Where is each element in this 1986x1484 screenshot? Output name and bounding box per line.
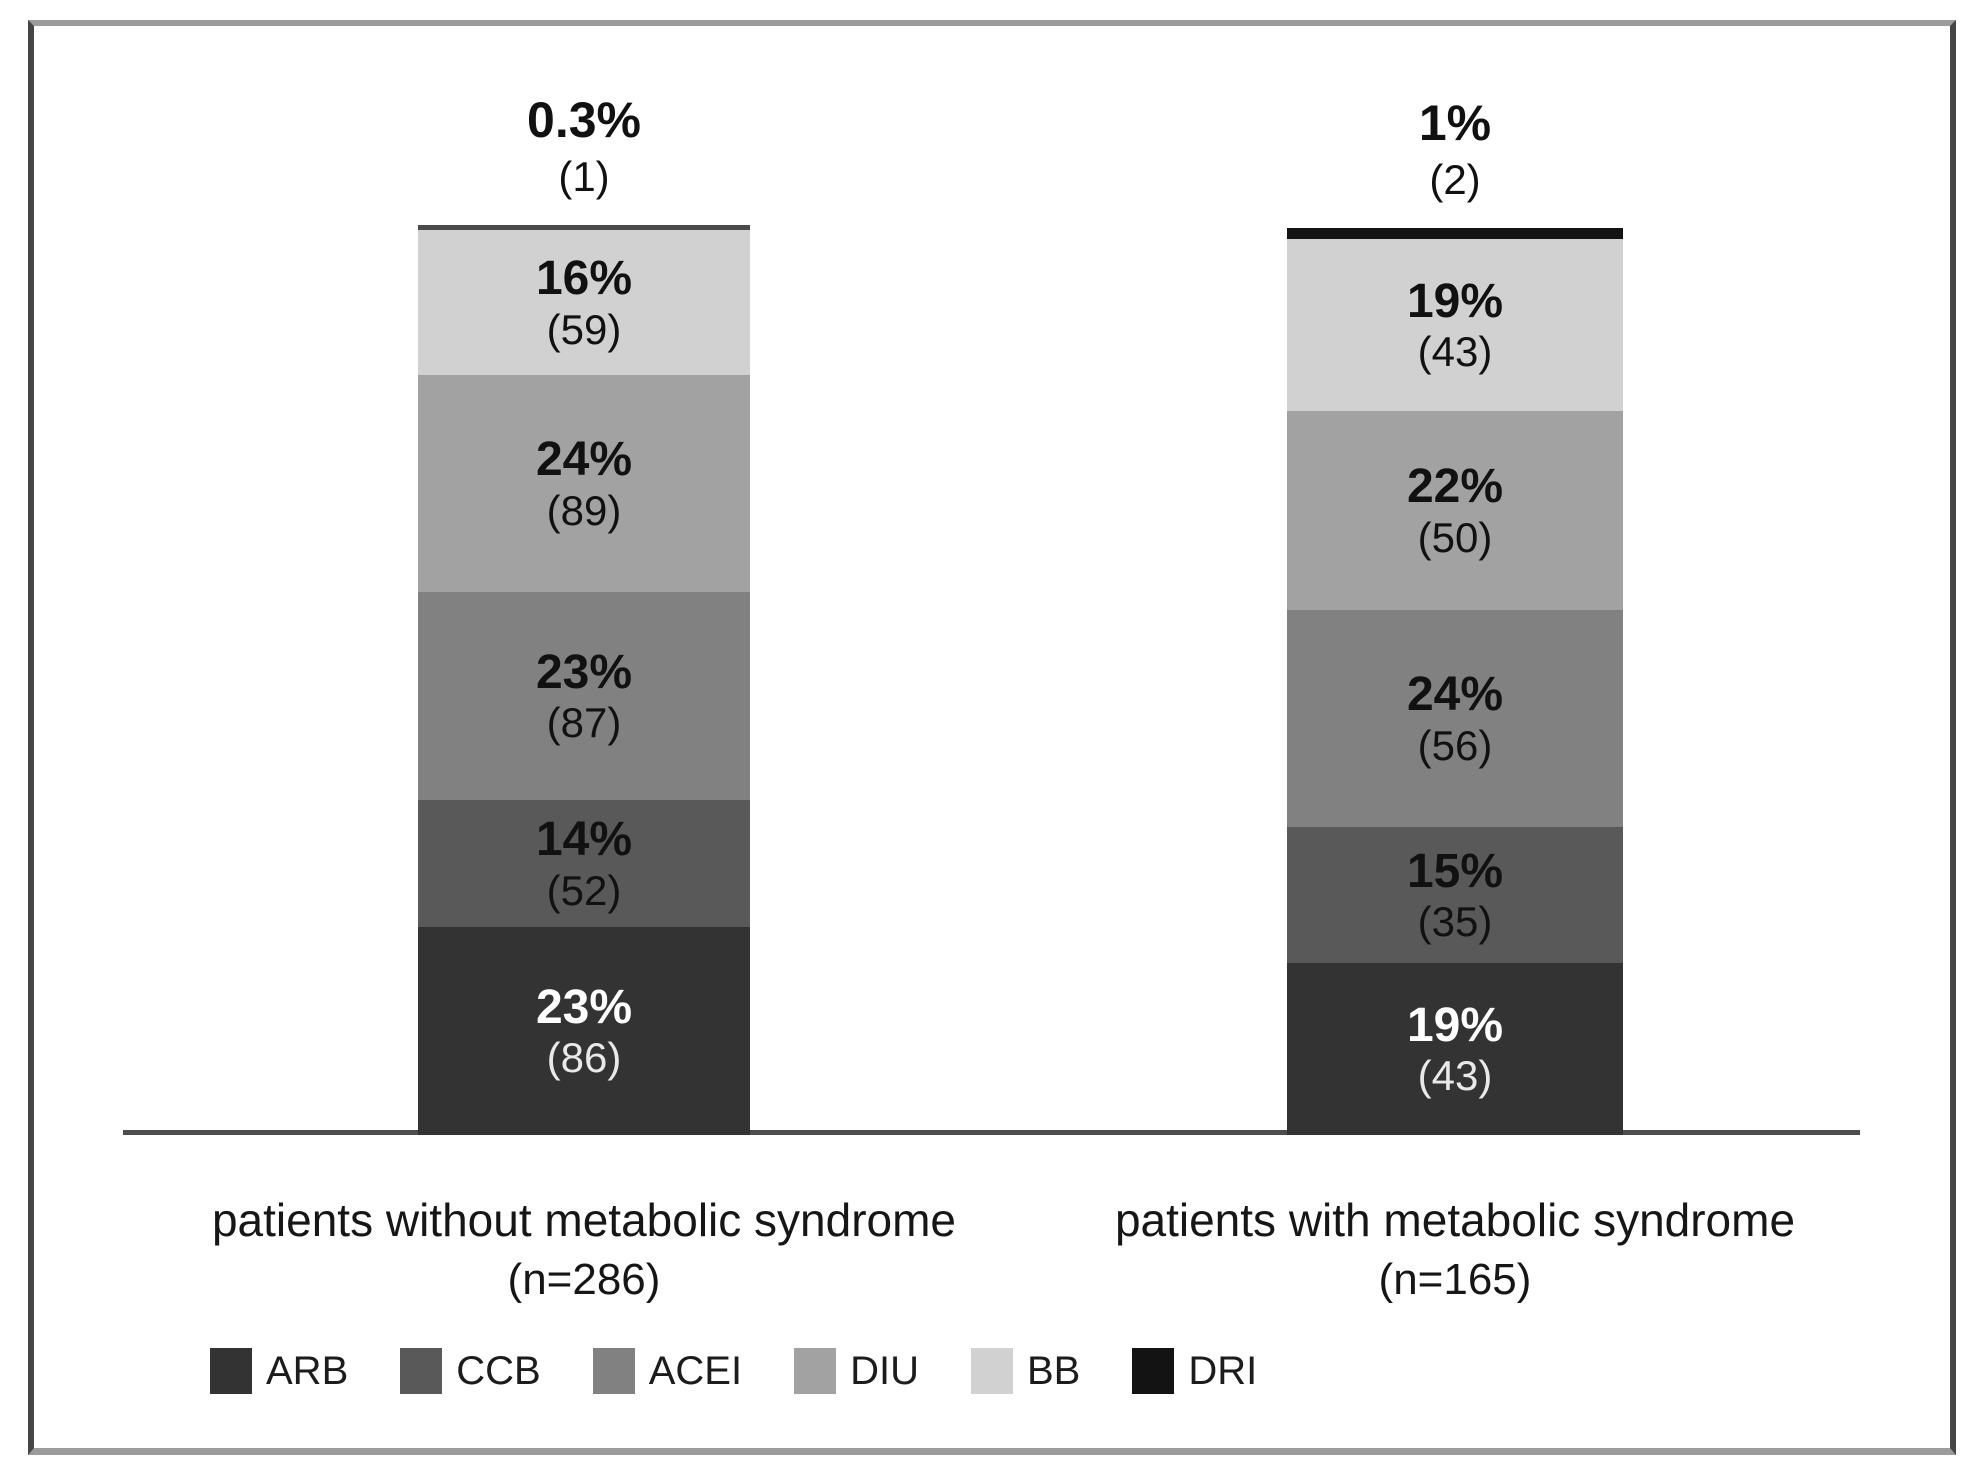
segment-diu: 24% (89) bbox=[418, 375, 750, 592]
segment-bb: 16% (59) bbox=[418, 230, 750, 375]
legend-swatch-icon bbox=[592, 1348, 635, 1394]
legend-item-arb: ARB bbox=[210, 1348, 348, 1394]
segment-count-label: (89) bbox=[546, 486, 622, 534]
segment-count-label: (52) bbox=[546, 866, 622, 914]
segment-pct-label: 19% bbox=[1406, 274, 1504, 328]
segment-count-label: (86) bbox=[546, 1034, 622, 1082]
segment-dri bbox=[1287, 228, 1623, 239]
legend-item-dri: DRI bbox=[1132, 1348, 1257, 1394]
annotation-count-label: (2) bbox=[1429, 156, 1481, 203]
segment-pct-label: 15% bbox=[1406, 844, 1504, 898]
segment-count-label: (59) bbox=[546, 305, 622, 353]
above-bar-annotation: 0.3% (1) bbox=[374, 93, 794, 200]
segment-acei: 24% (56) bbox=[1287, 610, 1623, 827]
segment-arb: 23% (86) bbox=[418, 927, 750, 1135]
legend-item-bb: BB bbox=[970, 1348, 1081, 1394]
segment-diu: 22% (50) bbox=[1287, 411, 1623, 610]
legend-swatch-icon bbox=[400, 1348, 443, 1394]
segment-pct-label: 16% bbox=[535, 252, 633, 306]
segment-count-label: (43) bbox=[1417, 328, 1493, 376]
segment-pct-label: 24% bbox=[535, 433, 633, 487]
annotation-pct-label: 1% bbox=[1418, 95, 1492, 151]
segment-count-label: (35) bbox=[1417, 898, 1493, 946]
legend-item-diu: DIU bbox=[794, 1348, 919, 1394]
legend-swatch-icon bbox=[210, 1348, 252, 1394]
segment-pct-label: 22% bbox=[1406, 460, 1504, 514]
segment-pct-label: 23% bbox=[535, 980, 633, 1034]
legend-label: ARB bbox=[266, 1348, 349, 1393]
segment-pct-label: 19% bbox=[1406, 998, 1504, 1052]
category-n-text: (n=286) bbox=[507, 1254, 661, 1304]
category-label-with-ms: patients with metabolic syndrome (n=165) bbox=[975, 1194, 1935, 1305]
annotation-pct-label: 0.3% bbox=[527, 92, 641, 148]
above-bar-annotation: 1% (2) bbox=[1245, 96, 1665, 203]
legend-label: BB bbox=[1026, 1348, 1081, 1393]
category-label-text: patients without metabolic syndrome bbox=[211, 1194, 957, 1246]
legend-label: DIU bbox=[850, 1348, 919, 1393]
segment-count-label: (87) bbox=[546, 699, 622, 747]
segment-count-label: (50) bbox=[1417, 513, 1493, 561]
segment-ccb: 15% (35) bbox=[1287, 827, 1623, 963]
legend-swatch-icon bbox=[1132, 1348, 1175, 1394]
legend-item-ccb: CCB bbox=[400, 1348, 541, 1394]
legend-swatch-icon bbox=[794, 1348, 837, 1394]
annotation-count-label: (1) bbox=[558, 153, 610, 200]
category-n-text: (n=165) bbox=[1378, 1254, 1532, 1304]
segment-count-label: (56) bbox=[1417, 721, 1493, 769]
stacked-bar-1: 19% (43) 22% (50) 24% (56) 15% (35) 19% (43) bbox=[1287, 228, 1623, 1135]
legend-label: ACEI bbox=[648, 1348, 743, 1393]
category-label-text: patients with metabolic syndrome bbox=[1114, 1194, 1796, 1246]
segment-pct-label: 14% bbox=[535, 813, 633, 867]
legend-item-acei: ACEI bbox=[592, 1348, 743, 1394]
x-axis-line bbox=[123, 1130, 1860, 1135]
segment-bb: 19% (43) bbox=[1287, 239, 1623, 411]
category-label-without-ms: patients without metabolic syndrome (n=2… bbox=[104, 1194, 1064, 1305]
legend-label: DRI bbox=[1188, 1348, 1258, 1393]
segment-acei: 23% (87) bbox=[418, 592, 750, 800]
segment-pct-label: 23% bbox=[535, 645, 633, 699]
segment-pct-label: 24% bbox=[1406, 668, 1504, 722]
chart-frame: 16% (59) 24% (89) 23% (87) 14% (52) 23% (86) 19% (4… bbox=[28, 20, 1956, 1455]
legend-label: CCB bbox=[456, 1348, 541, 1393]
segment-dri bbox=[418, 225, 750, 230]
segment-arb: 19% (43) bbox=[1287, 963, 1623, 1135]
segment-ccb: 14% (52) bbox=[418, 800, 750, 927]
legend: ARB CCB ACEI DIU BB DRI bbox=[210, 1348, 1257, 1394]
segment-count-label: (43) bbox=[1417, 1052, 1493, 1100]
legend-swatch-icon bbox=[970, 1348, 1013, 1394]
stacked-bar-0: 16% (59) 24% (89) 23% (87) 14% (52) 23% (86) bbox=[418, 225, 750, 1135]
